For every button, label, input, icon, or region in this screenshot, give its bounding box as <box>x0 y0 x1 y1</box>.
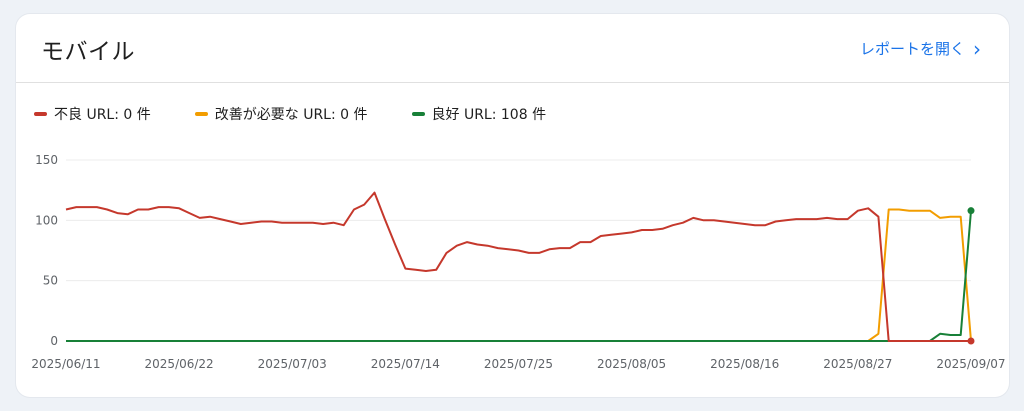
x-tick-label: 2025/07/25 <box>484 357 553 371</box>
x-tick-label: 2025/08/27 <box>823 357 892 371</box>
y-tick-label: 100 <box>35 213 58 227</box>
y-tick-label: 0 <box>50 334 58 348</box>
series-end-point <box>967 337 975 345</box>
series-line <box>66 208 972 342</box>
series-line <box>66 210 972 342</box>
open-report-label: レポートを開く <box>859 40 965 58</box>
x-tick-label: 2025/07/03 <box>258 357 327 371</box>
series-end-point <box>967 207 975 215</box>
x-tick-label: 2025/07/14 <box>371 357 440 371</box>
y-tick-label: 150 <box>35 153 58 167</box>
series-line <box>65 191 971 342</box>
legend-swatch-poor <box>34 112 47 116</box>
card-title: モバイル <box>41 39 135 65</box>
open-report-link[interactable]: レポートを開く › <box>860 38 981 59</box>
legend-label-needs-improvement: 改善が必要な URL: 0 件 <box>214 107 368 123</box>
legend-item-needs-improvement[interactable]: 改善が必要な URL: 0 件 <box>194 104 368 124</box>
legend-label-poor: 不良 URL: 0 件 <box>54 107 151 123</box>
x-tick-label: 2025/06/11 <box>31 357 100 371</box>
legend-label-good: 良好 URL: 108 件 <box>431 107 547 123</box>
chevron-right-icon: › <box>973 36 981 61</box>
line-chart: 0 50 100 150 2025/06/11 2025/06/22 2025/07/03 2… <box>31 153 1005 371</box>
x-tick-label: 2025/08/05 <box>597 357 666 371</box>
legend-swatch-good <box>411 112 425 116</box>
chart-legend: 不良 URL: 0 件 改善が必要な URL: 0 件 良好 URL: 108 … <box>34 105 590 123</box>
x-tick-label: 2025/06/22 <box>145 357 214 371</box>
card-header: モバイル レポートを開く › <box>16 14 1009 83</box>
legend-swatch-needs-improvement <box>194 112 208 116</box>
y-tick-label: 50 <box>43 274 58 288</box>
x-tick-label: 2025/09/07 <box>936 357 1005 371</box>
x-tick-label: 2025/08/16 <box>710 357 779 371</box>
mobile-card: モバイル レポートを開く › 不良 URL: 0 件 改善が必要な URL: 0… <box>16 14 1009 397</box>
legend-item-good[interactable]: 良好 URL: 108 件 <box>411 104 547 124</box>
legend-item-poor[interactable]: 不良 URL: 0 件 <box>34 104 151 124</box>
